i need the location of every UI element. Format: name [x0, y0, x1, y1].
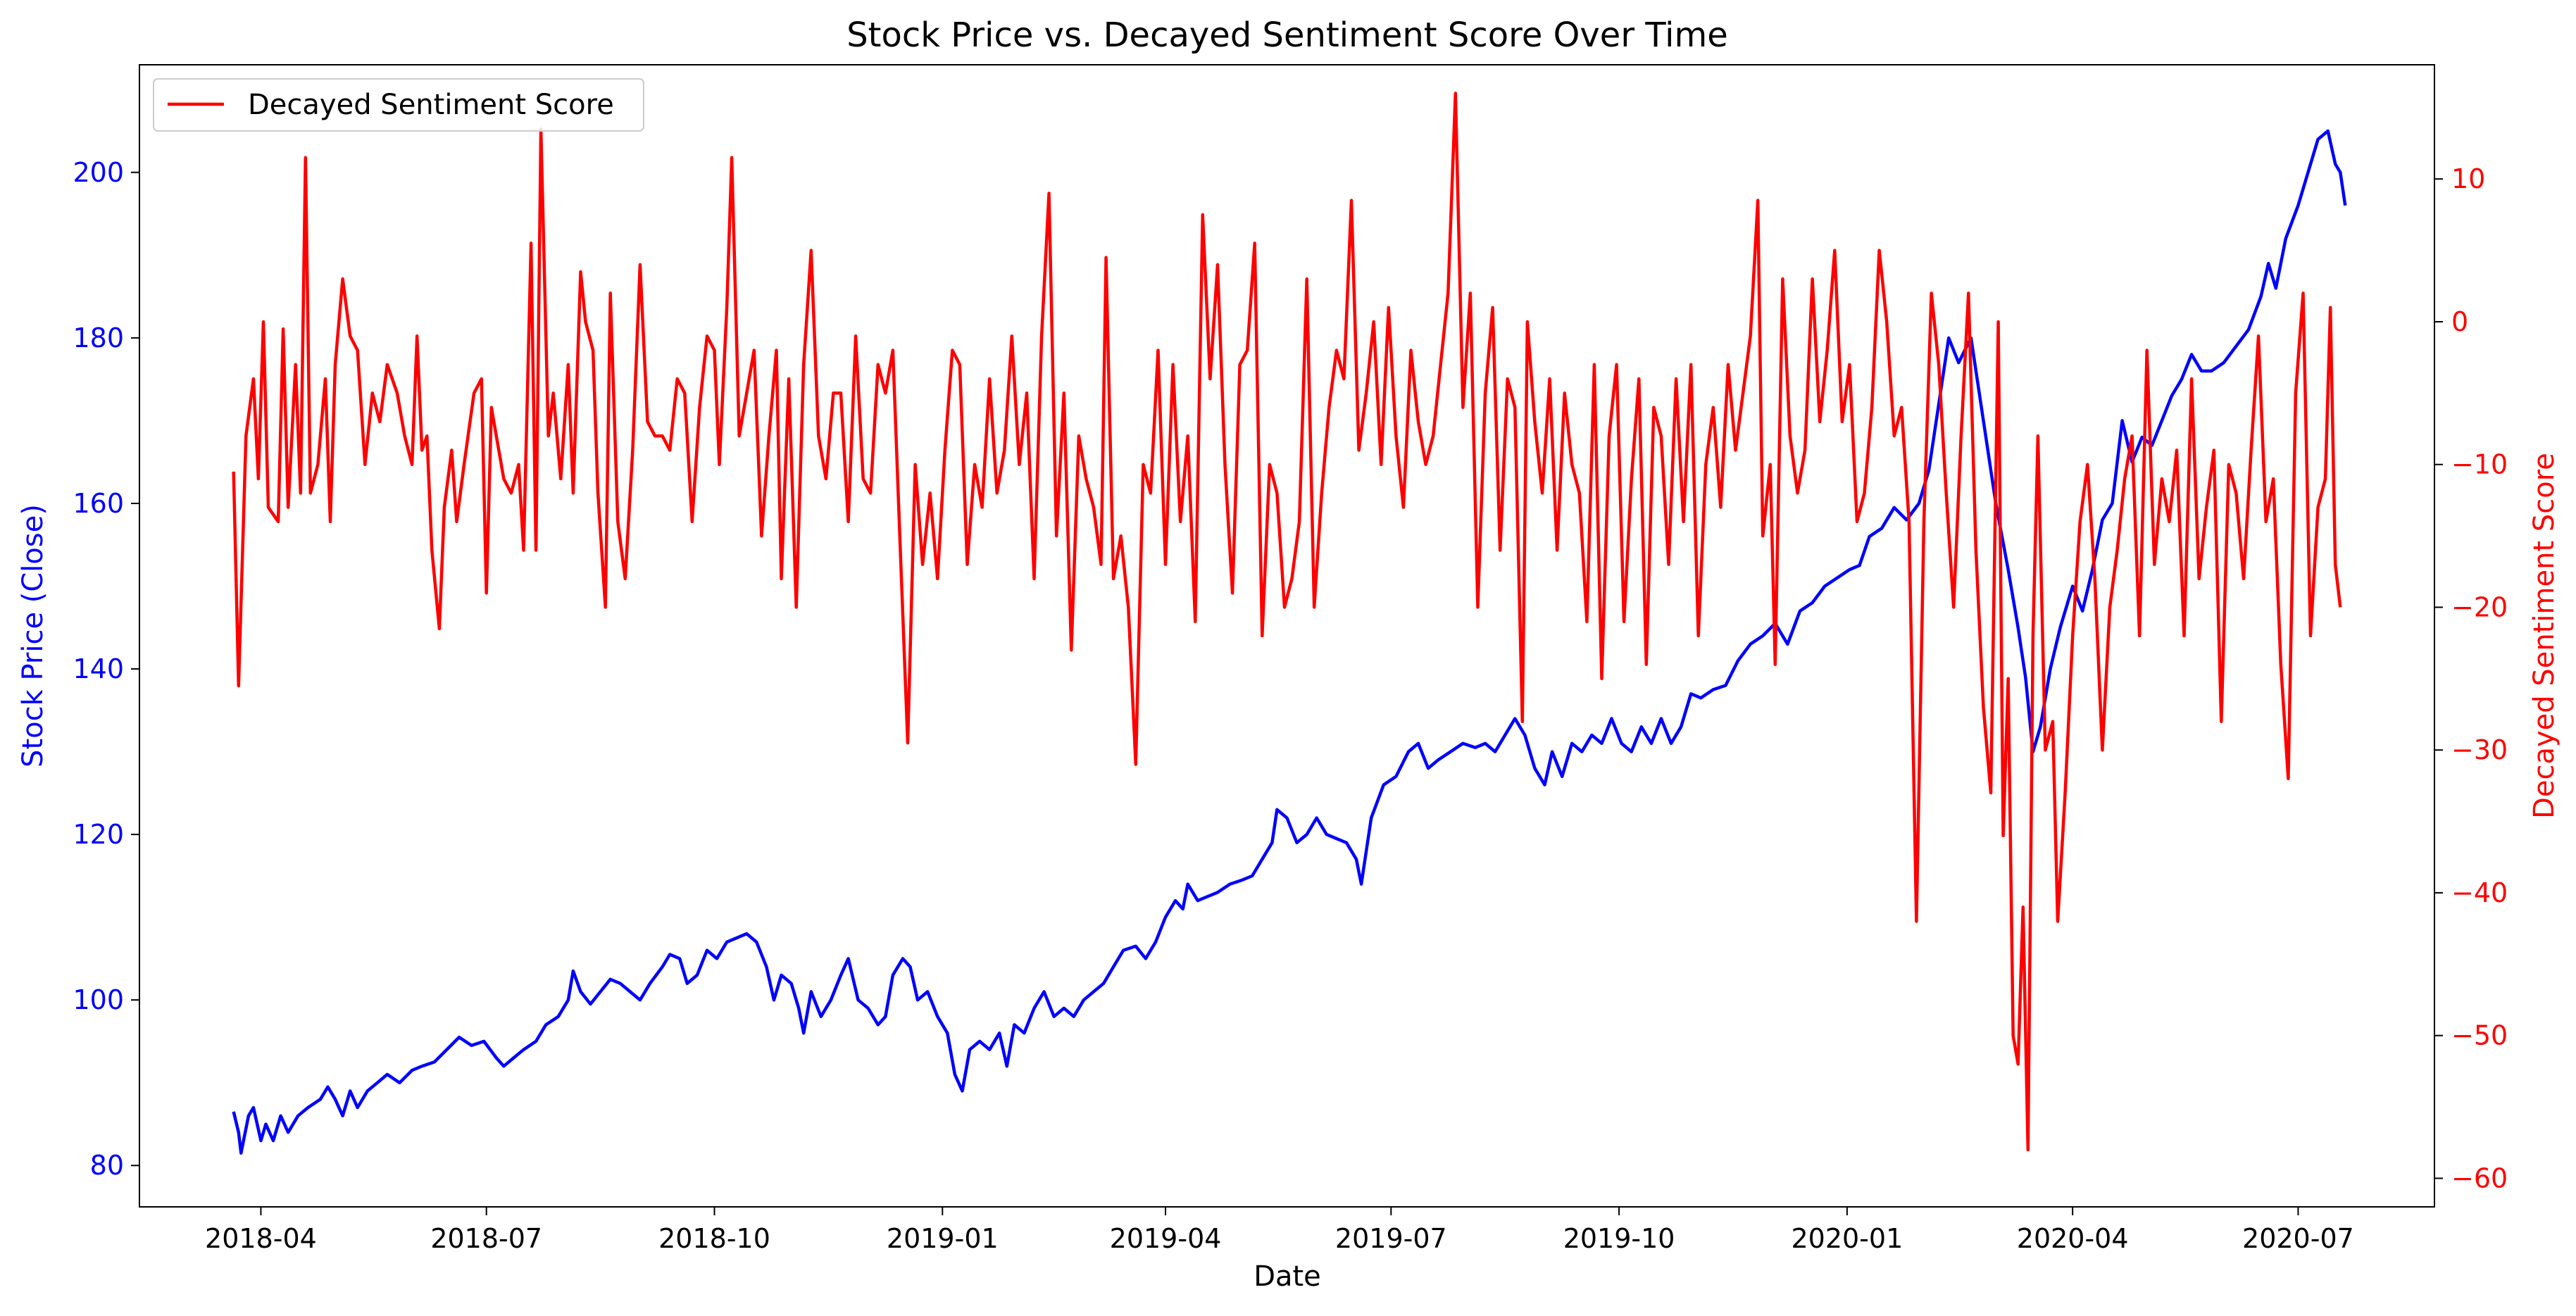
- y-right-tick-label: −30: [2451, 734, 2508, 765]
- y-left-tick-label: 80: [90, 1150, 124, 1181]
- x-tick-label: 2018-10: [658, 1223, 770, 1254]
- legend-label-sentiment: Decayed Sentiment Score: [248, 89, 614, 121]
- y-left-tick-label: 160: [73, 488, 124, 519]
- x-tick-label: 2019-10: [1563, 1223, 1675, 1254]
- plot-area: [139, 64, 2435, 1208]
- y-axis-left-label: Stock Price (Close): [17, 504, 49, 767]
- x-tick-label: 2019-04: [1110, 1223, 1222, 1254]
- x-tick-label: 2019-01: [887, 1223, 999, 1254]
- y-left-tick-label: 100: [73, 984, 124, 1015]
- x-tick-label: 2019-07: [1335, 1223, 1447, 1254]
- x-tick-label: 2020-07: [2242, 1223, 2354, 1254]
- plot-frame: [139, 64, 2435, 1208]
- y-right-tick-label: −20: [2451, 591, 2508, 622]
- y-axis-left: 80 100 120 140 160 180 200: [73, 157, 139, 1181]
- y-right-tick-label: −40: [2451, 877, 2508, 908]
- y-axis-right: −60 −50 −40 −30 −20 −10 0 10: [2434, 163, 2508, 1193]
- y-right-tick-label: −50: [2451, 1020, 2508, 1051]
- x-axis-label: Date: [1253, 1260, 1321, 1293]
- chart-title: Stock Price vs. Decayed Sentiment Score …: [846, 15, 1728, 55]
- y-right-tick-label: −60: [2451, 1163, 2508, 1193]
- y-axis-right-label: Decayed Sentiment Score: [2528, 453, 2561, 819]
- sentiment-score-line: [232, 92, 2342, 1152]
- y-right-tick-label: 10: [2451, 163, 2485, 194]
- legend: Decayed Sentiment Score: [153, 78, 644, 132]
- y-left-tick-label: 120: [73, 819, 124, 850]
- y-right-tick-label: −10: [2451, 449, 2508, 480]
- x-tick-label: 2020-04: [2017, 1223, 2129, 1254]
- x-axis: 2018-04 2018-07 2018-10 2019-01 2019-04 2019-…: [205, 1207, 2354, 1254]
- y-left-tick-label: 200: [73, 157, 124, 188]
- y-left-tick-label: 140: [73, 653, 124, 684]
- y-left-tick-label: 180: [73, 322, 124, 353]
- x-tick-label: 2018-07: [430, 1223, 542, 1254]
- x-tick-label: 2018-04: [205, 1223, 317, 1254]
- x-tick-label: 2020-01: [1792, 1223, 1903, 1254]
- legend-box: [153, 78, 644, 132]
- y-right-tick-label: 0: [2451, 306, 2468, 337]
